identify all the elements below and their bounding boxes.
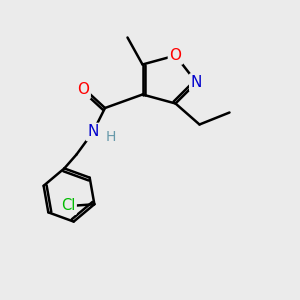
Text: N: N <box>191 75 202 90</box>
Text: O: O <box>77 82 89 98</box>
Text: N: N <box>87 124 99 140</box>
Text: H: H <box>106 130 116 143</box>
Text: Cl: Cl <box>61 198 75 213</box>
Text: O: O <box>169 48 181 63</box>
